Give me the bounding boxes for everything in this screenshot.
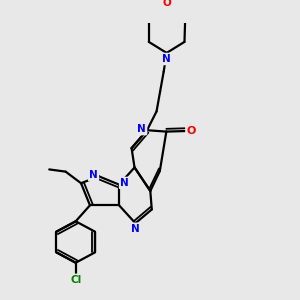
- Text: N: N: [131, 224, 140, 234]
- Text: Cl: Cl: [70, 275, 81, 285]
- Text: N: N: [120, 178, 129, 188]
- Text: O: O: [163, 0, 171, 8]
- Text: O: O: [187, 126, 196, 136]
- Text: N: N: [89, 170, 98, 180]
- Text: N: N: [162, 54, 171, 64]
- Text: N: N: [137, 124, 146, 134]
